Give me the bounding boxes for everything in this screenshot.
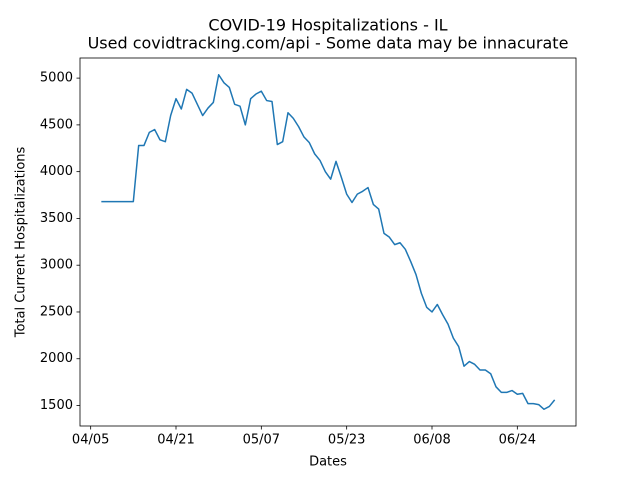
data-line (101, 73, 556, 411)
x-tick-label: 05/07 (243, 433, 280, 448)
plot-frame (79, 57, 577, 427)
chart-title: COVID-19 Hospitalizations - IL (208, 16, 447, 35)
chart-subtitle: Used covidtracking.com/api - Some data m… (88, 34, 569, 53)
y-tick-label: 3000 (40, 258, 73, 273)
y-tick-label: 4500 (40, 117, 73, 132)
y-tick-label: 1500 (40, 398, 73, 413)
x-tick-label: 04/05 (72, 433, 109, 448)
y-axis-label: Total Current Hospitalizations (14, 146, 29, 338)
x-tick-label: 05/23 (328, 433, 365, 448)
y-tick-label: 2000 (40, 351, 73, 366)
x-tick-label: 06/24 (499, 433, 536, 448)
y-tick-label: 2500 (40, 304, 73, 319)
x-tick-label: 06/08 (413, 433, 450, 448)
x-axis-label: Dates (309, 455, 347, 470)
y-tick-label: 3500 (40, 211, 73, 226)
y-tick-label: 5000 (40, 71, 73, 86)
y-tick-label: 4000 (40, 164, 73, 179)
x-tick-label: 04/21 (157, 433, 194, 448)
